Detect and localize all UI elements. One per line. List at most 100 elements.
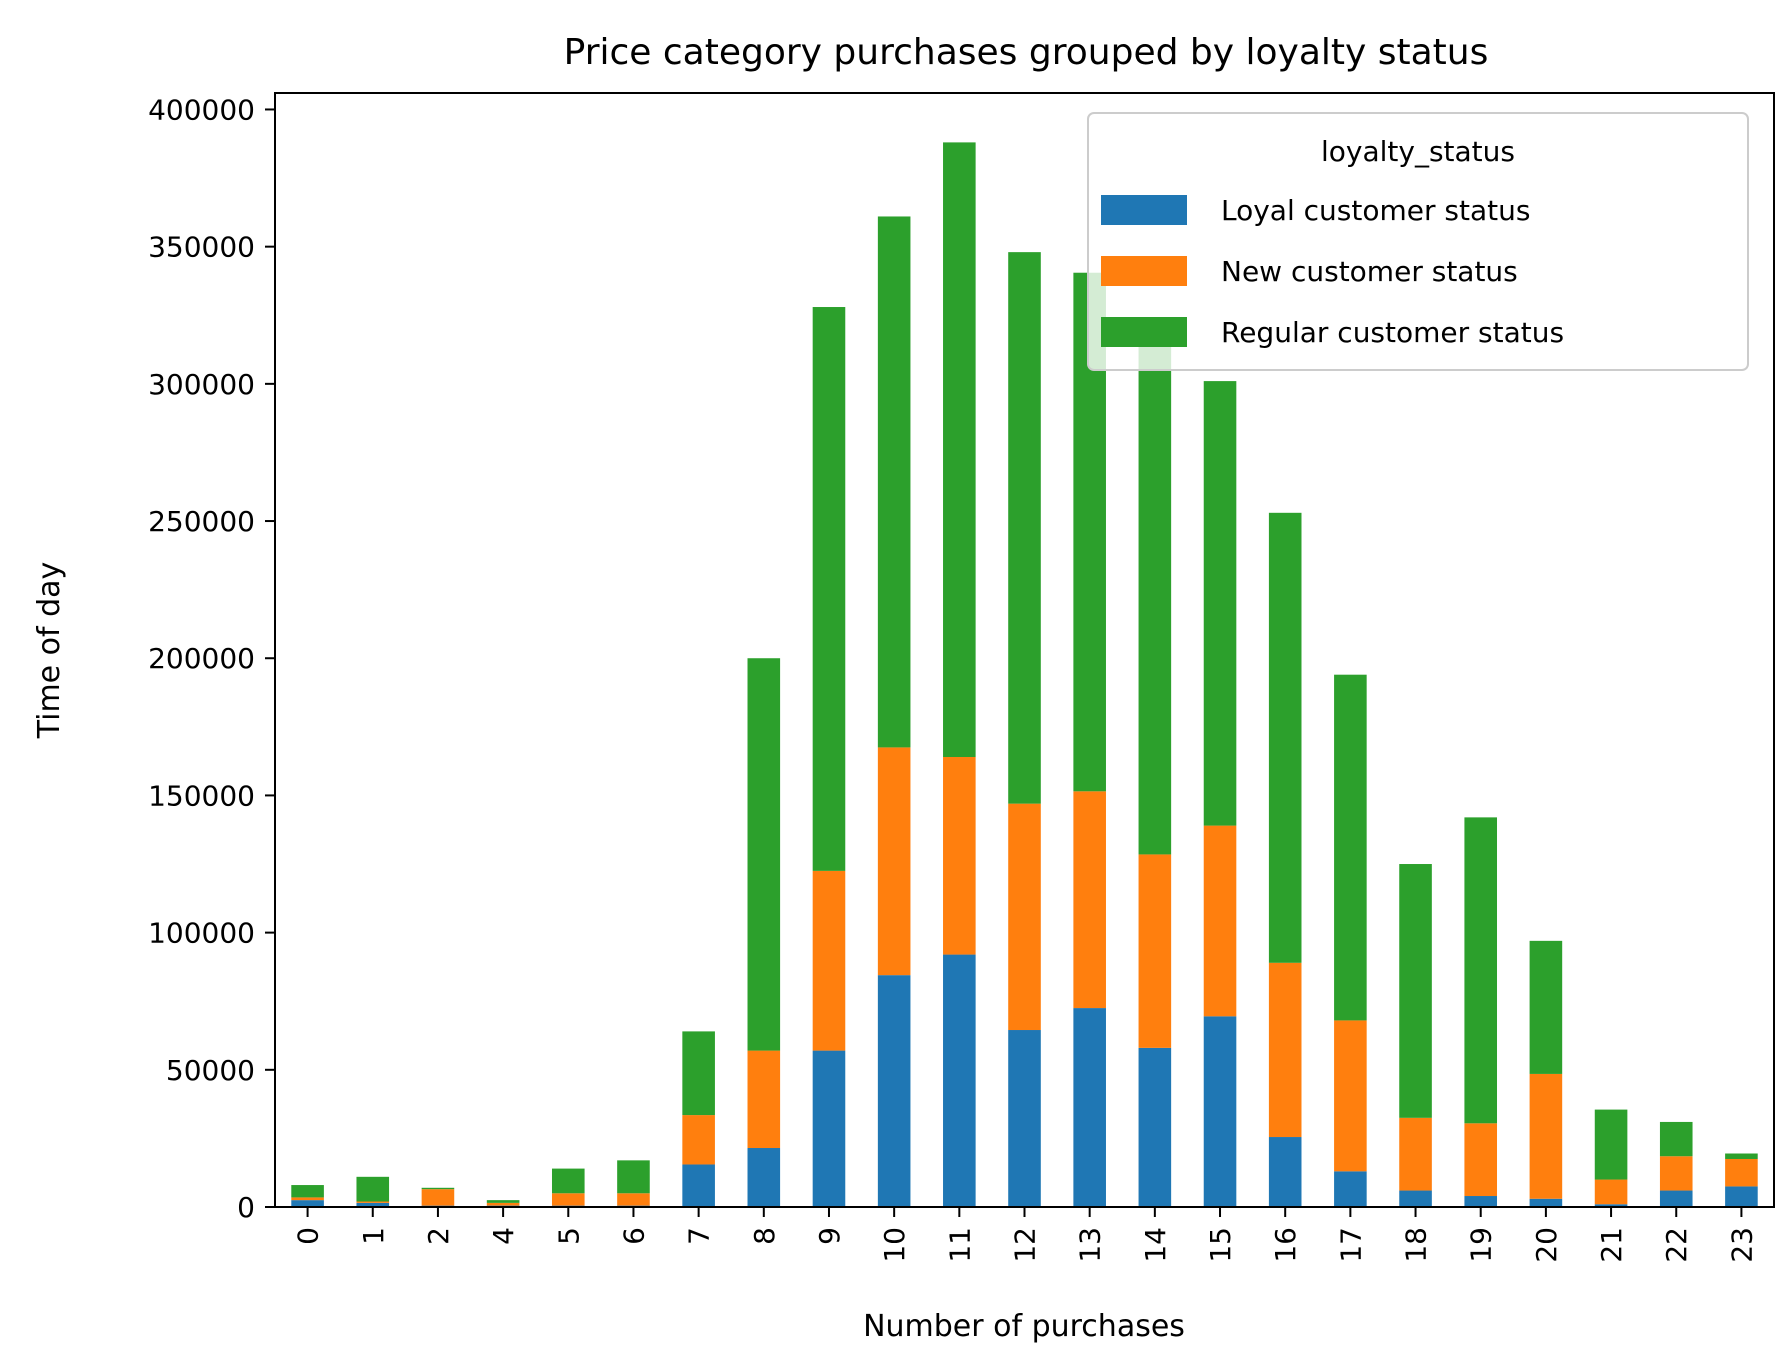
x-tick-label: 22 <box>1660 1227 1693 1263</box>
bar-0-13 <box>1073 1008 1106 1207</box>
y-tick-label: 200000 <box>148 642 255 675</box>
legend-items: Loyal customer status New customer status… <box>1101 194 1564 349</box>
y-tick-label: 0 <box>237 1191 255 1224</box>
bar-1-6 <box>617 1193 650 1206</box>
bar-1-7 <box>682 1115 715 1165</box>
bar-1-21 <box>1594 1179 1628 1205</box>
x-tick-label: 14 <box>1139 1227 1172 1263</box>
legend-swatch <box>1101 317 1187 347</box>
bar-2-5 <box>551 1168 585 1194</box>
bar-1-9 <box>812 870 846 1051</box>
x-tick-label: 9 <box>813 1227 846 1245</box>
x-tick-label: 8 <box>748 1227 781 1245</box>
x-tick-label: 7 <box>683 1227 716 1245</box>
x-axis-title: Number of purchases <box>863 1309 1185 1344</box>
bar-1-14 <box>1138 854 1172 1048</box>
x-tick-label: 23 <box>1725 1227 1758 1263</box>
y-tick-label: 350000 <box>148 231 255 264</box>
bar-2-4 <box>486 1200 520 1203</box>
bar-2-23 <box>1725 1153 1758 1159</box>
legend-label: Regular customer status <box>1221 316 1564 349</box>
chart-title: Price category purchases grouped by loya… <box>564 32 1489 73</box>
bar-1-22 <box>1659 1156 1693 1191</box>
bar-2-14 <box>1138 333 1172 855</box>
bar-1-8 <box>747 1050 781 1149</box>
bar-0-20 <box>1529 1198 1563 1207</box>
x-tick-label: 4 <box>487 1227 520 1245</box>
bar-1-11 <box>943 757 976 955</box>
bar-1-10 <box>877 747 911 976</box>
bar-1-4 <box>486 1202 520 1206</box>
y-tick-label: 400000 <box>148 93 255 126</box>
bar-1-16 <box>1268 962 1302 1138</box>
bar-1-20 <box>1529 1073 1563 1199</box>
bar-0-17 <box>1334 1171 1367 1207</box>
bar-0-21 <box>1594 1204 1628 1207</box>
bar-0-7 <box>682 1164 715 1207</box>
bar-0-18 <box>1399 1190 1432 1207</box>
bar-2-21 <box>1594 1109 1628 1180</box>
x-tick-label: 11 <box>943 1227 976 1263</box>
bar-0-8 <box>747 1148 781 1207</box>
bar-0-12 <box>1008 1030 1041 1207</box>
x-tick-label: 20 <box>1530 1227 1563 1263</box>
bar-2-6 <box>617 1160 650 1194</box>
legend-label: Loyal customer status <box>1221 194 1530 227</box>
legend-swatch <box>1101 195 1187 225</box>
x-tick-label: 19 <box>1465 1227 1498 1263</box>
bar-2-20 <box>1529 940 1563 1074</box>
bar-1-18 <box>1399 1117 1432 1191</box>
bar-2-17 <box>1334 674 1367 1021</box>
x-tick-label: 21 <box>1595 1227 1628 1263</box>
bar-0-14 <box>1138 1047 1172 1207</box>
bar-2-12 <box>1008 252 1041 804</box>
bar-0-22 <box>1659 1190 1693 1207</box>
bar-1-19 <box>1464 1123 1498 1197</box>
bar-1-17 <box>1334 1020 1367 1172</box>
x-tick-label: 16 <box>1269 1227 1302 1263</box>
x-tick-label: 13 <box>1074 1227 1107 1263</box>
bar-1-23 <box>1725 1158 1758 1187</box>
bar-2-18 <box>1399 864 1432 1118</box>
bar-2-19 <box>1464 817 1498 1124</box>
legend-swatch <box>1101 256 1187 286</box>
bar-2-9 <box>812 307 846 871</box>
bar-0-1 <box>356 1202 390 1207</box>
bar-2-11 <box>943 142 976 758</box>
x-tick-label: 0 <box>292 1227 325 1245</box>
legend-box <box>1087 112 1749 371</box>
legend: loyalty_status Loyal customer status New … <box>1087 112 1749 371</box>
bar-1-0 <box>291 1197 324 1201</box>
bar-2-8 <box>747 658 781 1051</box>
bar-0-11 <box>943 954 976 1207</box>
bar-0-15 <box>1203 1016 1237 1207</box>
bar-0-10 <box>877 975 911 1207</box>
bar-2-7 <box>682 1031 715 1116</box>
bar-2-15 <box>1203 381 1237 826</box>
x-tick-label: 2 <box>422 1227 455 1245</box>
bar-2-16 <box>1268 512 1302 963</box>
y-axis-title: Time of day <box>32 562 67 740</box>
legend-title: loyalty_status <box>1321 135 1515 168</box>
y-tick-label: 150000 <box>148 779 255 812</box>
bar-0-9 <box>812 1050 846 1207</box>
x-tick-label: 18 <box>1400 1227 1433 1263</box>
y-tick-label: 100000 <box>148 917 255 950</box>
x-tick-label: 15 <box>1204 1227 1237 1263</box>
bar-0-16 <box>1268 1137 1302 1207</box>
y-axis: 0 50000 100000 150000 200000 250000 300000 3500… <box>148 93 275 1224</box>
bar-2-10 <box>877 216 911 748</box>
x-axis: 0 1 2 4 5 6 7 8 9 10 11 12 13 14 15 16 17 18 19 20 21 22 23 <box>292 1207 1758 1263</box>
y-tick-label: 50000 <box>166 1054 255 1087</box>
x-tick-label: 1 <box>357 1227 390 1245</box>
x-tick-label: 17 <box>1334 1227 1367 1263</box>
bars-layer <box>291 142 1758 1207</box>
x-tick-label: 5 <box>552 1227 585 1245</box>
bar-0-0 <box>291 1200 324 1207</box>
bar-1-12 <box>1008 803 1041 1031</box>
bar-0-19 <box>1464 1196 1498 1207</box>
bar-1-15 <box>1203 825 1237 1017</box>
y-tick-label: 300000 <box>148 368 255 401</box>
